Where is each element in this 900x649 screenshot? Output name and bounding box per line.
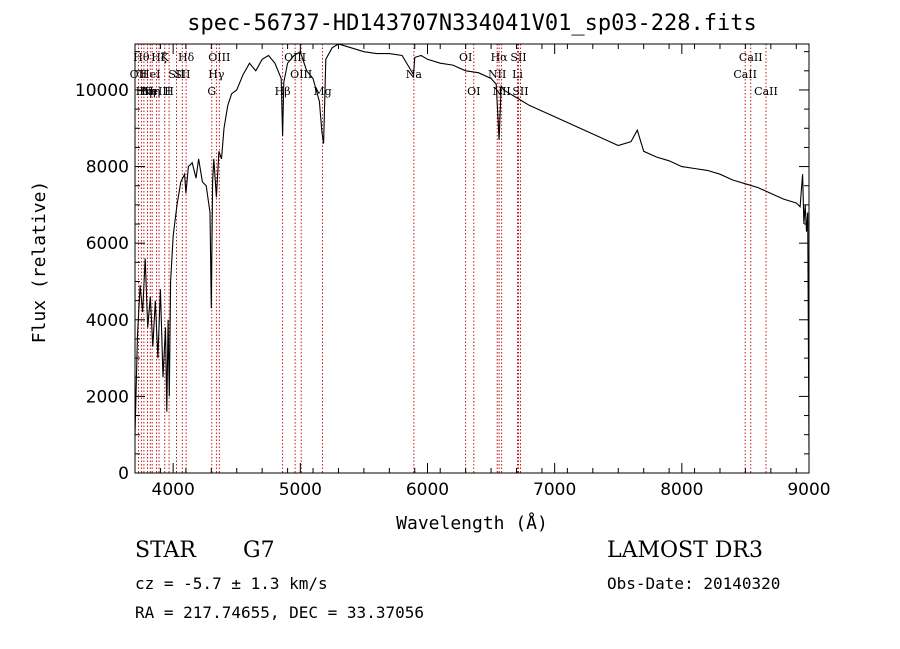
x-axis-ticks: 4000 5000 6000 7000 8000 9000 bbox=[134, 44, 831, 500]
line-marker-label: OIII bbox=[290, 68, 312, 81]
line-marker-label: CaII bbox=[739, 51, 763, 64]
x-axis-label: Wavelength (Å) bbox=[396, 512, 548, 534]
line-marker-label: G bbox=[207, 85, 216, 98]
object-subclass: G7 bbox=[243, 538, 275, 563]
y-tick-label: 10000 bbox=[75, 81, 129, 101]
line-marker-label: Hη bbox=[136, 85, 152, 98]
line-marker-label: OI bbox=[467, 85, 480, 98]
line-marker-label: SII bbox=[512, 85, 528, 98]
line-marker-label: Li bbox=[512, 68, 523, 81]
x-tick-label: 7000 bbox=[533, 480, 576, 500]
line-marker-label: Hη bbox=[139, 85, 155, 98]
line-marker-label: HeI bbox=[140, 68, 160, 81]
object-type: STAR bbox=[135, 538, 196, 563]
x-tick-label: 4000 bbox=[152, 480, 195, 500]
x-tick-label: 5000 bbox=[279, 480, 322, 500]
line-marker-label: Hδ bbox=[178, 51, 195, 64]
spectrum-line bbox=[134, 43, 810, 451]
line-marker-label: OIII bbox=[208, 51, 230, 64]
line-marker-label: Na bbox=[406, 68, 423, 81]
line-marker-label: OII bbox=[130, 68, 148, 81]
line-marker-label: OIII bbox=[284, 51, 306, 64]
line-marker-label: SII bbox=[510, 51, 526, 64]
line-marker-label: SII bbox=[174, 68, 190, 81]
x-tick-label: 6000 bbox=[406, 480, 449, 500]
x-tick-label: 9000 bbox=[787, 480, 830, 500]
line-marker-label: CaII bbox=[733, 68, 757, 81]
line-marker-label: CaII bbox=[754, 85, 778, 98]
line-markers bbox=[137, 44, 767, 473]
line-marker-label: K bbox=[161, 51, 170, 64]
line-marker-label: Hγ bbox=[208, 68, 225, 81]
line-marker-label: Hθ bbox=[133, 51, 150, 64]
line-marker-label: NII bbox=[488, 68, 506, 81]
plot-frame bbox=[134, 43, 810, 474]
ra-dec-coordinates: RA = 217.74655, DEC = 33.37056 bbox=[135, 603, 424, 622]
survey-name: LAMOST DR3 bbox=[607, 538, 763, 563]
observation-date: Obs-Date: 20140320 bbox=[607, 574, 781, 593]
x-tick-label: 8000 bbox=[660, 480, 703, 500]
line-marker-label: SII bbox=[168, 68, 184, 81]
line-marker-label: Hη bbox=[144, 85, 160, 98]
line-marker-label: Hβ bbox=[275, 85, 291, 98]
y-tick-label: 8000 bbox=[86, 158, 129, 178]
y-tick-label: 6000 bbox=[86, 234, 129, 254]
y-tick-label: 0 bbox=[118, 464, 129, 484]
y-axis-label: Flux (relative) bbox=[29, 181, 50, 344]
chart-title: spec-56737-HD143707N334041V01_sp03-228.f… bbox=[187, 11, 757, 36]
line-marker-label: H bbox=[164, 85, 174, 98]
y-tick-label: 4000 bbox=[86, 311, 129, 331]
line-marker-label: OI bbox=[459, 51, 472, 64]
y-axis-ticks: 0 2000 4000 6000 8000 10000 bbox=[75, 51, 809, 484]
line-marker-label: Hα bbox=[491, 51, 509, 64]
y-tick-label: 2000 bbox=[86, 387, 129, 407]
line-marker-label: Hζ bbox=[151, 51, 167, 64]
redshift-cz: cz = -5.7 ± 1.3 km/s bbox=[135, 574, 328, 593]
line-marker-label: NeIII bbox=[142, 85, 171, 98]
line-marker-labels: OIIHθHηHηHeIHηNeIIIHζKHSIISIIHδGHγOIIIHβ… bbox=[130, 51, 778, 98]
